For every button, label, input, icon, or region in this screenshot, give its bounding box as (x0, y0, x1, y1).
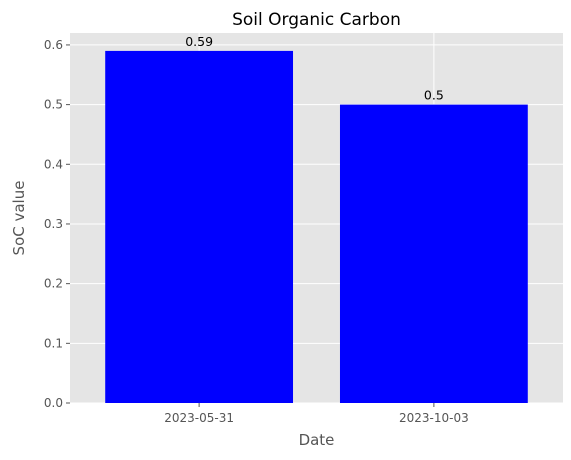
y-axis-label: SoC value (10, 181, 28, 256)
bar (339, 104, 528, 403)
bar (105, 50, 294, 403)
bar-data-label: 0.5 (424, 88, 444, 103)
x-tick-label: 2023-10-03 (399, 411, 469, 425)
x-tick-label: 2023-05-31 (164, 411, 234, 425)
y-tick-label: 0.0 (44, 396, 63, 410)
y-tick-label: 0.5 (44, 98, 63, 112)
bars: 0.59 0.5 (105, 34, 528, 403)
y-tick-label: 0.3 (44, 217, 63, 231)
y-tick-label: 0.2 (44, 277, 63, 291)
x-axis-label: Date (299, 431, 335, 449)
y-tick-label: 0.1 (44, 336, 63, 350)
y-tick-label: 0.4 (44, 157, 63, 171)
chart-title: Soil Organic Carbon (232, 10, 401, 30)
axis-ticks: 0.0 0.1 0.2 0.3 0.4 0.5 0.6 2023-05-31 2023-10-0… (44, 38, 469, 425)
bar-data-label: 0.59 (185, 34, 213, 49)
y-tick-label: 0.6 (44, 38, 63, 52)
